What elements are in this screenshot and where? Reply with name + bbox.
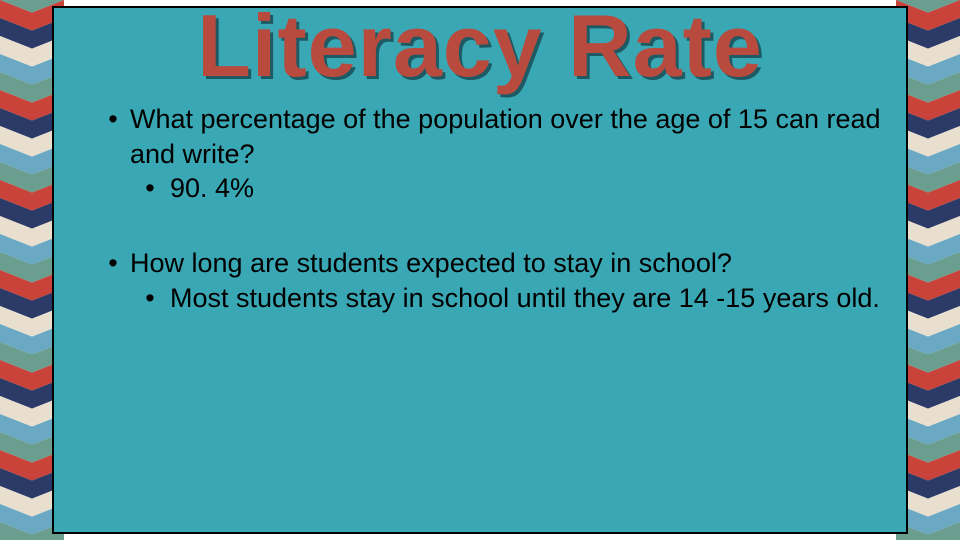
bullet-marker: •: [130, 171, 170, 206]
bullet-marker: •: [96, 246, 130, 281]
section-gap: [96, 206, 884, 246]
list-item: • Most students stay in school until the…: [96, 281, 884, 316]
list-item: • 90. 4%: [96, 171, 884, 206]
bullet-marker: •: [130, 281, 170, 316]
body-content: • What percentage of the population over…: [68, 102, 892, 315]
answer-text: 90. 4%: [170, 171, 884, 206]
list-item: • How long are students expected to stay…: [96, 246, 884, 281]
list-item: • What percentage of the population over…: [96, 102, 884, 171]
content-panel: Literacy Rate • What percentage of the p…: [52, 6, 908, 534]
bullet-marker: •: [96, 102, 130, 171]
question-text: How long are students expected to stay i…: [130, 246, 884, 281]
slide-title: Literacy Rate: [68, 0, 892, 92]
answer-text: Most students stay in school until they …: [170, 281, 884, 316]
question-text: What percentage of the population over t…: [130, 102, 884, 171]
slide-container: Literacy Rate • What percentage of the p…: [0, 0, 960, 540]
